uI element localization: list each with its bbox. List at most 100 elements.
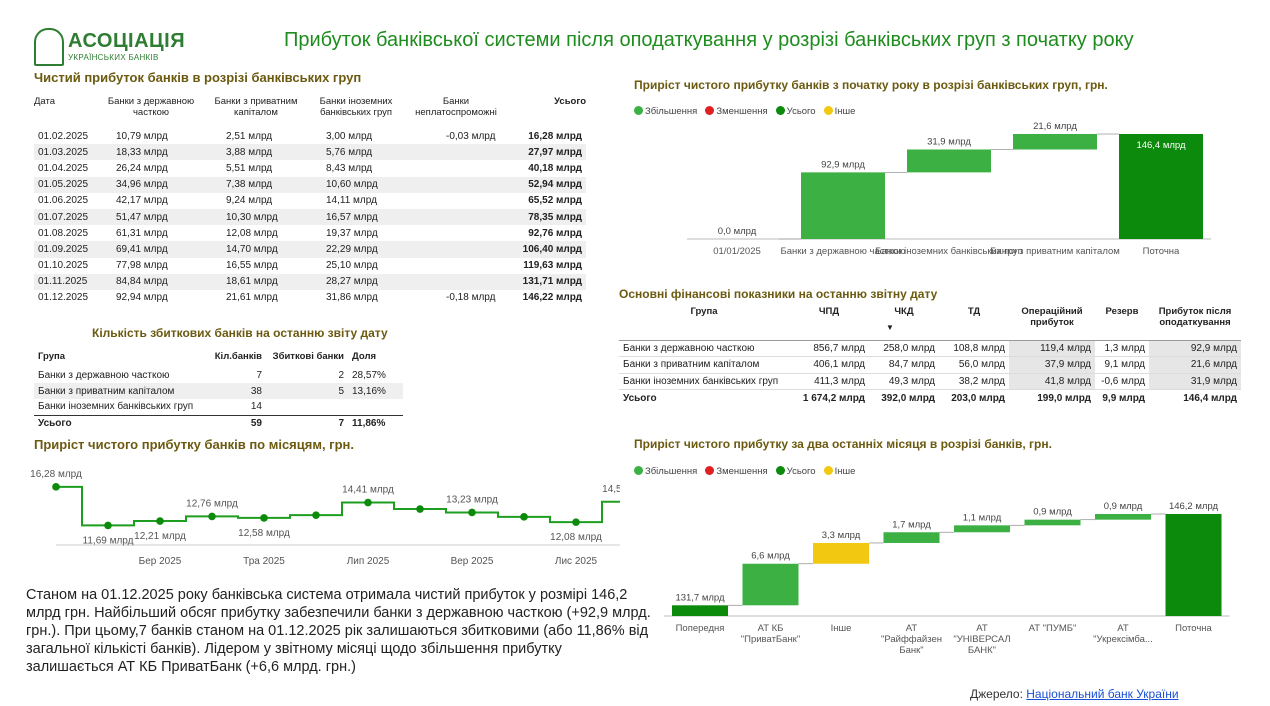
category-label: БАНК" bbox=[968, 645, 996, 656]
table-cell: 18,61 млрд bbox=[206, 273, 306, 290]
sort-desc-icon: ▼ bbox=[886, 323, 894, 332]
logo-subtext: УКРАЇНСЬКИХ БАНКІВ bbox=[68, 53, 159, 62]
data-point bbox=[156, 517, 164, 525]
page-title: Прибуток банківської системи після опода… bbox=[284, 29, 1134, 51]
bank-waterfall-title: Приріст чистого прибутку за два останніх… bbox=[634, 437, 1052, 451]
bar bbox=[801, 172, 885, 239]
bar-label: 146,4 млрд bbox=[1136, 140, 1186, 151]
table-cell: 21,6 млрд bbox=[1149, 356, 1241, 374]
table-cell: -0,6 млрд bbox=[1095, 373, 1149, 390]
category-label: АТ bbox=[976, 623, 988, 634]
category-label: Поточна bbox=[1175, 623, 1212, 634]
table-cell: 9,1 млрд bbox=[1095, 356, 1149, 374]
table-cell: 2,51 млрд bbox=[226, 130, 273, 142]
bar-label: 6,6 млрд bbox=[751, 551, 790, 562]
bar-label: 1,7 млрд bbox=[892, 519, 931, 530]
column-header: Дата bbox=[34, 96, 56, 107]
table-cell: 9,24 млрд bbox=[226, 195, 273, 207]
data-point bbox=[52, 483, 60, 491]
table-cell: 16,57 млрд bbox=[306, 208, 406, 226]
table-cell: 108,8 млрд bbox=[939, 340, 1009, 357]
group-waterfall-legend: Збільшення Зменшення Усього Інше bbox=[634, 106, 855, 117]
table-cell bbox=[406, 225, 506, 241]
table-cell: 52,94 млрд bbox=[506, 176, 586, 193]
table-cell bbox=[406, 273, 506, 290]
category-label: АТ КБ bbox=[758, 623, 784, 634]
legend-other: Інше bbox=[823, 466, 855, 477]
table-row: 01.03.2025 18,33 млрд 3,88 млрд 5,76 млрд 27… bbox=[34, 144, 586, 161]
data-point bbox=[572, 518, 580, 526]
column-header: Банки іноземних банківських груп bbox=[319, 96, 393, 118]
table-cell: 11,86% bbox=[348, 414, 403, 431]
net-profit-table: Дата Банки з державною часткою Банки з при… bbox=[34, 94, 586, 306]
table-cell: 7,38 млрд bbox=[206, 176, 306, 193]
table-total-row: Усього 1 674,2 млрд 392,0 млрд 203,0 млрд 19… bbox=[619, 389, 1241, 406]
tick-label: Лис 2025 bbox=[555, 556, 598, 567]
table-cell bbox=[406, 258, 506, 274]
table-cell: Банки з приватним капіталом bbox=[619, 356, 789, 374]
table-row: Банки іноземних банківських груп 14 bbox=[34, 399, 403, 415]
bar bbox=[1095, 514, 1151, 520]
table-cell: 77,98 млрд bbox=[116, 260, 168, 272]
bar bbox=[742, 563, 799, 606]
column-header: Операційний прибуток bbox=[1009, 304, 1095, 341]
bar-label: 146,2 млрд bbox=[1169, 501, 1219, 512]
table-row: 01.02.2025 10,79 млрд 2,51 млрд 3,00 млрд -0… bbox=[34, 128, 586, 144]
source-label: Джерело: bbox=[970, 687, 1023, 701]
table-cell: 92,76 млрд bbox=[528, 227, 582, 239]
legend-other: Інше bbox=[823, 106, 855, 117]
table-cell: 01.07.2025 bbox=[34, 208, 96, 226]
legend-increase: Збільшення bbox=[634, 466, 697, 477]
legend-increase: Збільшення bbox=[634, 106, 697, 117]
table-cell: 28,27 млрд bbox=[306, 273, 406, 290]
bar bbox=[954, 525, 1010, 533]
table-cell: 38 bbox=[204, 383, 266, 399]
table-cell: 13,16% bbox=[348, 383, 403, 399]
source: Джерело: Національний банк України bbox=[970, 687, 1179, 701]
category-label: Банк" bbox=[899, 645, 923, 656]
group-waterfall-chart: 0,0 млрд 01/01/2025 92,9 млрд Банки з держа… bbox=[687, 122, 1211, 257]
table-cell: 14,70 млрд bbox=[206, 241, 306, 258]
column-header: Група bbox=[619, 304, 789, 341]
column-header: Прибуток після оподаткування bbox=[1149, 304, 1241, 341]
table-cell: 3,88 млрд bbox=[206, 144, 306, 161]
category-label: Банки іноземних банківських груп bbox=[875, 246, 1022, 257]
loss-table-title: Кількість збиткових банків на останню зв… bbox=[92, 326, 388, 340]
table-cell: 01.10.2025 bbox=[38, 260, 89, 272]
category-label: "ПриватБанк" bbox=[741, 634, 800, 645]
bar bbox=[907, 149, 991, 173]
column-header: Банки неплатоспроможні bbox=[415, 96, 497, 118]
column-header: Збиткові банки bbox=[272, 350, 344, 362]
data-point bbox=[520, 513, 528, 521]
table-cell: 40,18 млрд bbox=[528, 162, 582, 174]
point-label: 12,76 млрд bbox=[186, 498, 238, 509]
table-cell: 856,7 млрд bbox=[789, 340, 869, 357]
point-label: 14,50 млрд bbox=[602, 484, 620, 495]
data-point bbox=[364, 498, 372, 507]
table-cell: Банки іноземних банківських груп bbox=[619, 373, 789, 390]
monthly-line-chart: 16,28 млрд 11,69 млрд 12,21 млрд Бер 2025 12… bbox=[30, 469, 620, 567]
column-header-label: ЧКД bbox=[894, 306, 914, 317]
table-cell: Банки з державною часткою bbox=[619, 340, 789, 357]
table-cell: 18,33 млрд bbox=[96, 144, 206, 161]
bank-waterfall-chart: 131,7 млрд Попередня 6,6 млрд АТ КБ"ПриватБ… bbox=[664, 501, 1230, 656]
table-cell bbox=[348, 399, 403, 415]
table-cell bbox=[266, 399, 348, 415]
source-link[interactable]: Національний банк України bbox=[1026, 687, 1179, 701]
bar-label: 0,0 млрд bbox=[718, 226, 757, 237]
series-line bbox=[56, 485, 620, 527]
table-cell: 38,2 млрд bbox=[939, 373, 1009, 390]
table-cell: Банки з державною часткою bbox=[38, 369, 170, 381]
category-label: 01/01/2025 bbox=[713, 246, 761, 257]
tick-label: Бер 2025 bbox=[139, 556, 182, 567]
table-cell: 203,0 млрд bbox=[939, 389, 1009, 406]
table-cell: 1,3 млрд bbox=[1095, 340, 1149, 357]
table-cell: 28,57% bbox=[352, 369, 386, 381]
table-cell: 12,08 млрд bbox=[226, 227, 278, 239]
table-cell: 258,0 млрд bbox=[869, 340, 939, 357]
column-header: Резерв bbox=[1095, 304, 1149, 341]
table-cell: 16,28 млрд bbox=[528, 130, 582, 142]
logo-text: АСОЦІАЦІЯ bbox=[68, 30, 186, 52]
table-cell: 8,43 млрд bbox=[326, 162, 373, 174]
column-header: ТД bbox=[939, 304, 1009, 341]
